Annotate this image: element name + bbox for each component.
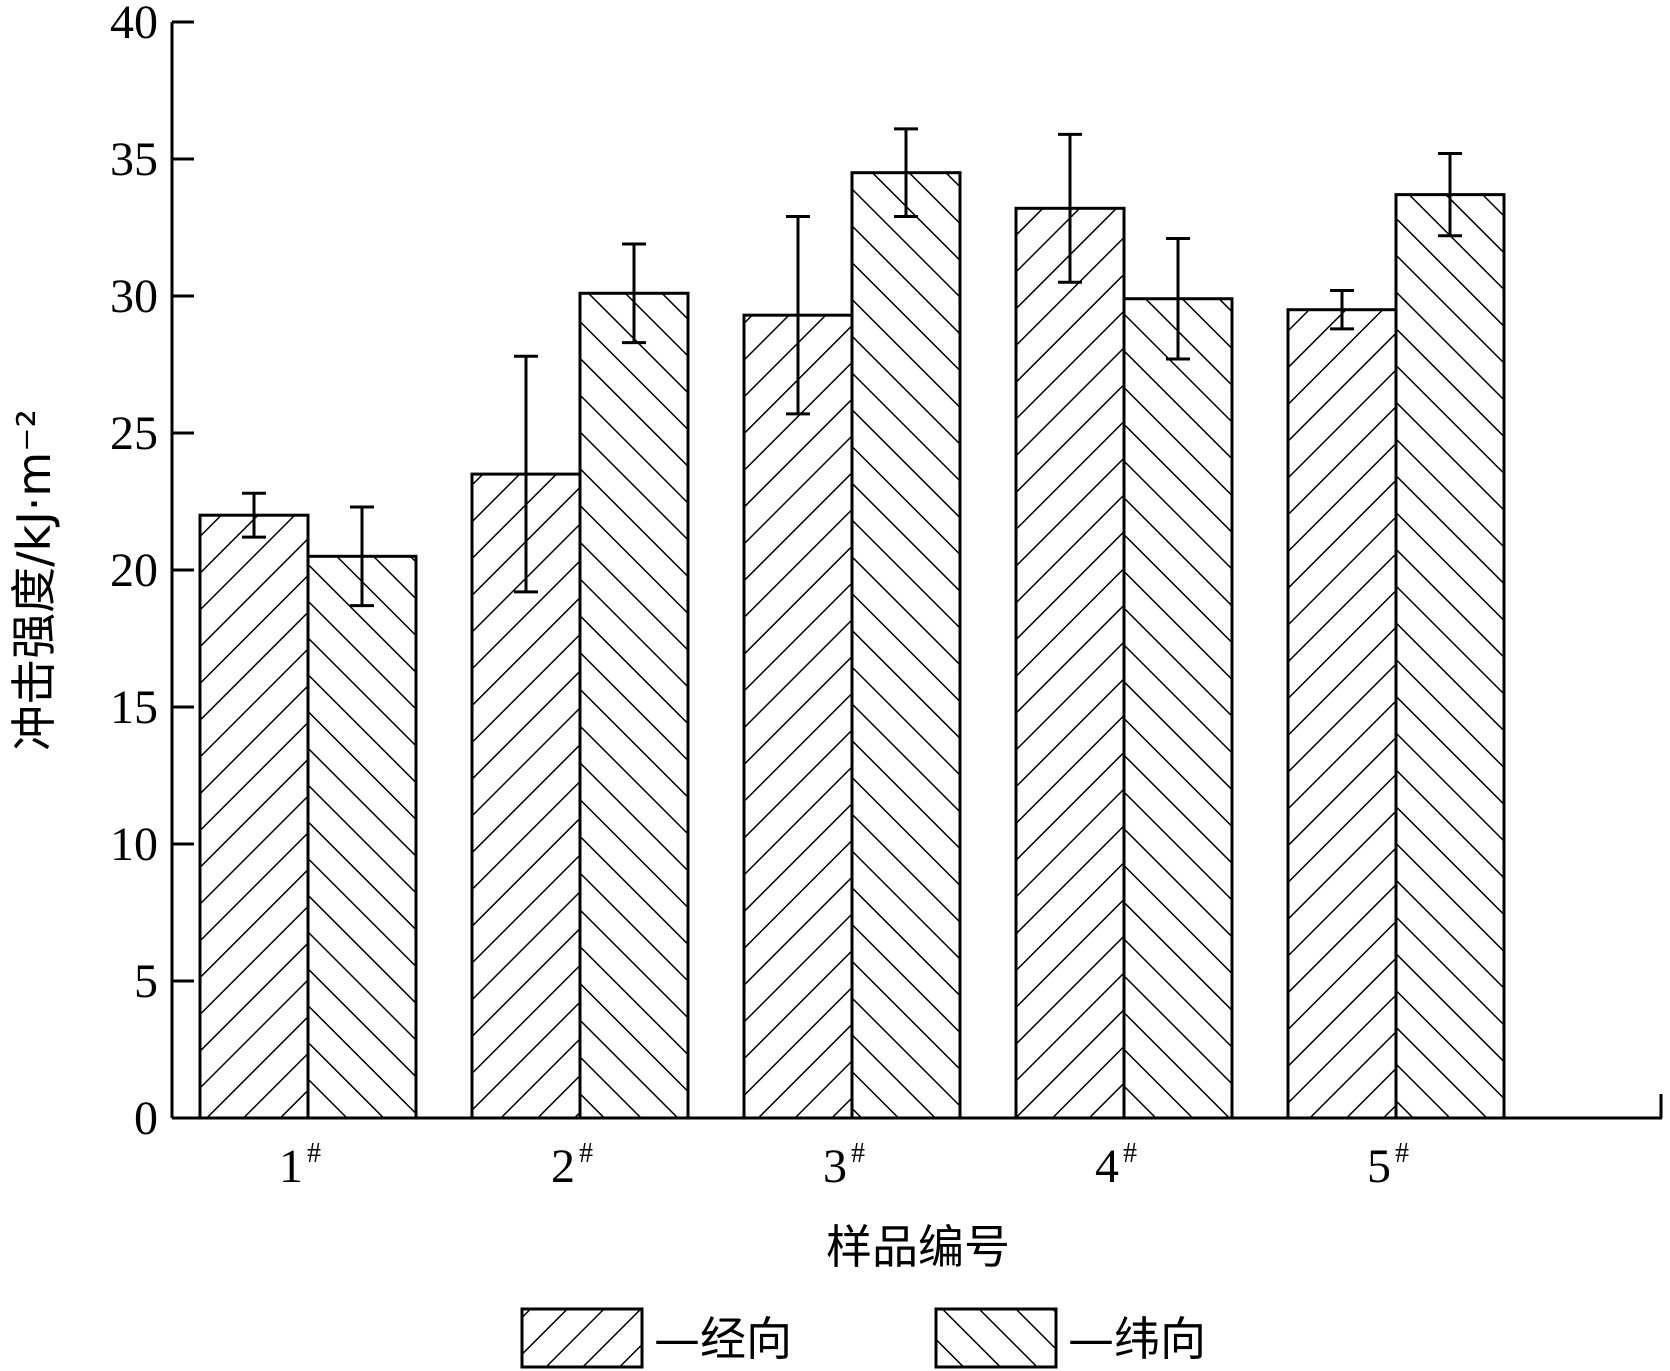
x-tick-label: 5 # [1367,1138,1409,1193]
bar-warp-1 [198,513,310,1120]
error-bar-weft-1 [350,505,374,608]
error-bars [242,127,1462,608]
error-bar-warp-1 [242,491,266,539]
x-tick-label: 3 # [823,1138,865,1193]
y-tick-label: 35 [110,133,158,186]
y-tick-label: 0 [134,1092,158,1145]
legend-label-warp: —经向 [654,1312,792,1366]
legend-swatch-weft [934,1307,1058,1369]
bar-warp-4 [1014,206,1126,1120]
y-tick-label: 20 [110,544,158,597]
bar-warp-3 [742,313,854,1120]
bar-weft-1 [306,554,418,1120]
x-tick-label: 4 # [1095,1138,1137,1193]
bar-warp-5 [1286,308,1398,1120]
y-tick-label: 15 [110,681,158,734]
legend-label-weft: —纬向 [1068,1312,1206,1366]
error-bar-weft-3 [894,127,918,219]
bar-weft-5 [1394,193,1506,1120]
legend: —经向 —纬向 [520,1307,1206,1369]
y-tick-label: 5 [134,955,158,1008]
y-axis: 0 5 10 15 20 25 30 35 40 [110,0,194,1145]
error-bar-weft-5 [1438,152,1462,238]
bars [198,171,1506,1120]
x-axis: 1 # 2 # 3 # 4 # 5 # [172,1094,1663,1193]
x-axis-label: 样品编号 [826,1220,1010,1274]
legend-swatch-warp [520,1307,644,1369]
error-bar-warp-2 [514,354,538,594]
error-bar-weft-2 [622,242,646,345]
error-bar-warp-5 [1330,289,1354,331]
y-tick-label: 10 [110,818,158,871]
y-tick-label: 40 [110,0,158,49]
x-tick-label: 1 # [279,1138,321,1193]
error-bar-warp-4 [1058,132,1082,284]
bar-weft-3 [850,171,962,1120]
y-tick-label: 25 [110,407,158,460]
y-axis-label: 冲击强度/kJ·m⁻² [7,409,61,751]
bar-weft-2 [578,291,690,1120]
error-bar-warp-3 [786,215,810,416]
y-tick-label: 30 [110,270,158,323]
error-bar-weft-4 [1166,236,1190,361]
x-tick-label: 2 # [551,1138,593,1193]
bar-weft-4 [1122,297,1234,1120]
